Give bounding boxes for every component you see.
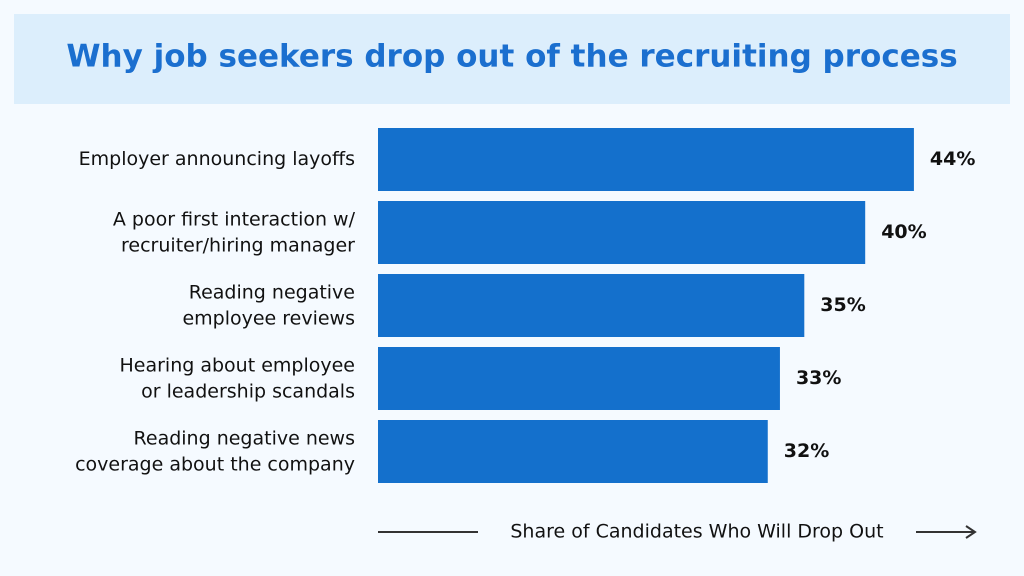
value-label: 33% [796,367,841,389]
category-label: Employer announcing layoffs [79,148,355,170]
bar [378,347,780,410]
x-axis-label: Share of Candidates Who Will Drop Out [510,521,883,543]
category-label: A poor first interaction w/recruiter/hir… [113,208,356,256]
arrow-head [965,525,977,539]
category-label: Reading negative news coverage about the … [75,427,355,475]
value-label: 40% [881,221,926,243]
value-label: 35% [820,294,865,316]
bar [378,274,805,337]
bar [378,420,768,483]
bar [378,201,866,264]
value-label: 32% [784,440,829,462]
title-banner [14,14,1010,104]
category-label: Hearing about employee or leadership scan… [120,354,356,402]
bar [378,128,914,191]
category-label: Reading negative employee reviews [182,281,355,329]
value-label: 44% [930,148,975,170]
chart-title: Why job seekers drop out of the recruiti… [66,39,957,75]
